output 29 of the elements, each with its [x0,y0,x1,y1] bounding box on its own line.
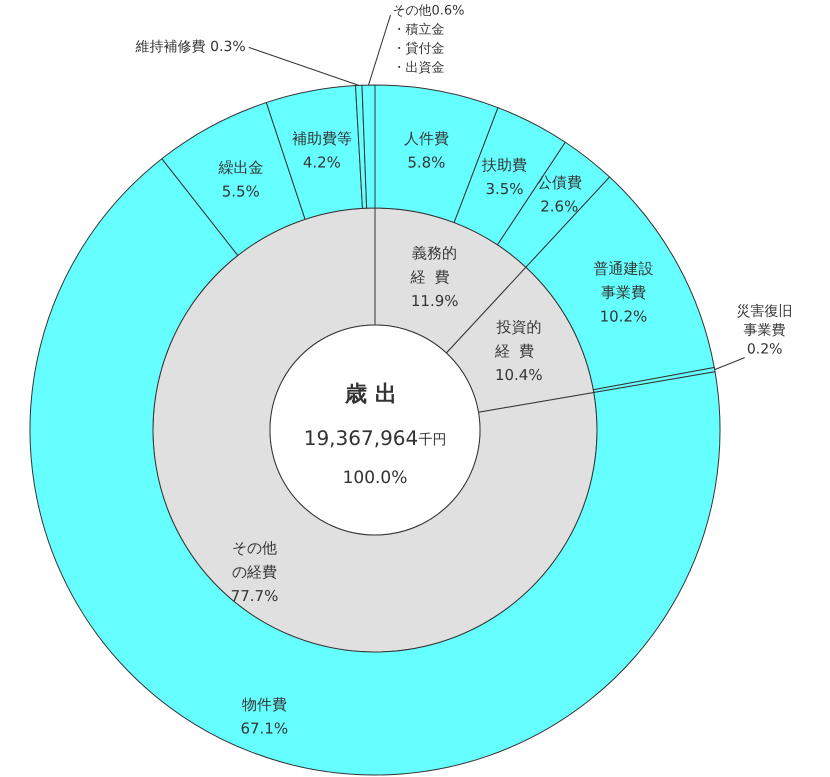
data-label: 67.1% [240,720,288,738]
slice-label: その他の経費 [232,538,278,581]
slice-label: 繰出金 [217,158,264,176]
data-label: 11.9% [410,292,459,310]
data-label: 5.5% [222,182,260,200]
text: ・貸付金 [392,42,444,57]
data-label: 10.4% [494,366,543,384]
data-label: 10.2% [600,308,648,326]
slice-label: 物件費 [242,696,287,714]
slice-label: 人件費 [404,129,449,148]
data-label: 3.5% [485,180,524,198]
text: ・出資金 [392,60,444,76]
text: 歳出 [344,382,405,408]
text: 100.0% [342,468,408,488]
slice-label: 補助費等 [292,130,352,148]
data-label: 2.6% [540,198,578,216]
slice-label: 災害復旧事業費 [736,303,793,338]
slice-label: 義務的経費 [410,244,459,286]
slice-label: 普通建設事業費 [593,260,654,302]
slice-label: その他0.6% [392,4,465,19]
text: ・積立金 [392,22,444,38]
slice-label: 投資的経費 [494,318,543,360]
data-label: 77.7% [230,586,278,605]
data-label: 0.2% [746,341,782,358]
slice-label: 扶助費 [481,156,527,174]
slice-label: 維持補修費 0.3% [134,39,246,56]
data-label: 5.8% [407,153,446,172]
data-label: 4.2% [302,154,341,172]
text: 19,367,964千円 [304,426,446,450]
